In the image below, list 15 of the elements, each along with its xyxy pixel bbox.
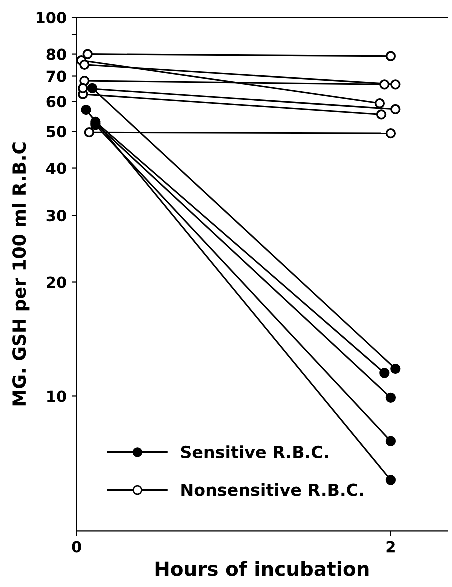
y-tick-label: 60 xyxy=(46,96,66,108)
y-tick-label: 40 xyxy=(46,162,66,174)
legend-label: Sensitive R.B.C. xyxy=(181,446,328,459)
legend-label: Nonsensitive R.B.C. xyxy=(182,483,364,496)
y-tick-label: 80 xyxy=(46,48,66,60)
y-tick-label: 30 xyxy=(46,210,66,222)
y-axis-title: MG. GSH per 100 ml R.B.C xyxy=(12,142,30,406)
y-tick-label: 20 xyxy=(47,276,66,288)
y-tick-label: 100 xyxy=(36,12,66,24)
x-tick-label: 0 xyxy=(72,541,82,553)
x-axis-title: Hours of incubation xyxy=(156,561,369,576)
x-tick-label: 2 xyxy=(386,541,395,553)
y-tick-label: 70 xyxy=(46,70,66,82)
y-tick-label: 50 xyxy=(47,126,66,138)
y-tick-label: 10 xyxy=(48,390,66,402)
